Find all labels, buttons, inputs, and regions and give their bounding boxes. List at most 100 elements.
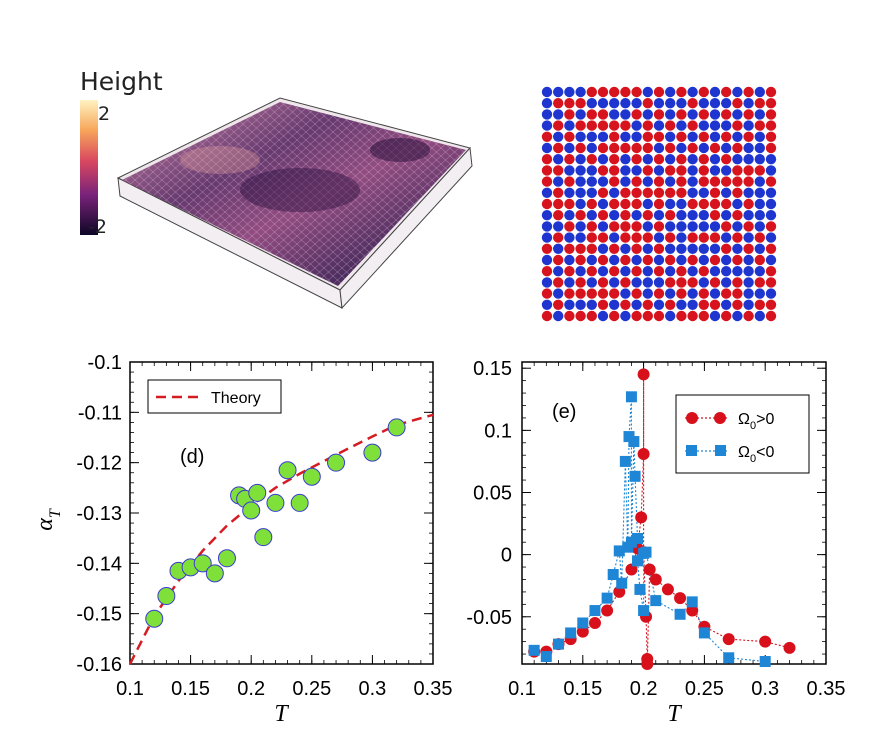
data-point (266, 493, 285, 512)
chart-d-theory-curve (128, 413, 434, 665)
lattice-site (642, 266, 653, 277)
lattice-site (575, 288, 586, 299)
lattice-site (721, 310, 732, 322)
x-tick-label: 0.35 (414, 678, 453, 700)
lattice-site (653, 299, 665, 310)
series-negative-point (629, 470, 641, 482)
chart-d-x-axis-title: T (274, 701, 289, 727)
lattice-site (721, 131, 732, 142)
lattice-site (620, 142, 631, 154)
lattice-site (687, 176, 698, 187)
lattice-site (754, 109, 765, 120)
lattice-site (687, 277, 698, 288)
lattice-site (597, 131, 609, 142)
lattice-site (609, 299, 620, 310)
lattice-site (642, 176, 653, 187)
lattice-site (597, 176, 609, 187)
lattice-site (665, 288, 676, 299)
y-tick-label: 0.05 (473, 482, 512, 504)
lattice-site (765, 176, 777, 187)
lattice-site (609, 232, 620, 243)
lattice-site (609, 131, 620, 142)
lattice-site (765, 198, 777, 210)
lattice-site (609, 176, 620, 187)
chart-d-y-axis-title: αT (32, 508, 64, 531)
series-positive-point (601, 604, 614, 617)
y-tick-label: 0.15 (473, 358, 512, 380)
lattice-site (642, 299, 653, 310)
lattice-site (575, 299, 586, 310)
data-point (145, 609, 164, 628)
lattice-site (743, 86, 754, 98)
chart-e-legend-pos-marker (686, 412, 698, 424)
lattice-site (609, 187, 620, 198)
lattice-site (586, 254, 597, 266)
lattice-site (709, 266, 721, 277)
lattice-site (586, 310, 597, 322)
lattice-site (665, 221, 676, 232)
lattice-site (620, 86, 631, 98)
lattice-site (765, 120, 777, 131)
series-negative-point (577, 617, 589, 629)
chart-e-legend-pos-subscript: 0 (750, 420, 756, 432)
series-negative-point (628, 436, 640, 448)
series-negative-point (632, 555, 644, 567)
lattice-site (676, 86, 687, 98)
lattice-site (575, 142, 586, 154)
lattice-site (743, 142, 754, 154)
series-negative-point (634, 583, 646, 595)
lattice-site (609, 142, 620, 154)
lattice-site (564, 232, 575, 243)
lattice-site (676, 221, 687, 232)
lattice-site (553, 232, 564, 243)
lattice-site (698, 310, 709, 322)
lattice-site (698, 86, 709, 98)
lattice-site (631, 120, 642, 131)
lattice-site (653, 232, 665, 243)
lattice-site (553, 165, 564, 176)
lattice-site (732, 266, 743, 277)
lattice-site (553, 266, 564, 277)
lattice-site (541, 165, 553, 176)
series-negative-point (674, 608, 686, 620)
lattice-site (631, 142, 642, 154)
lattice-site (754, 243, 765, 254)
lattice-site (743, 165, 754, 176)
lattice-site (553, 299, 564, 310)
lattice-site (620, 187, 631, 198)
chart-d-legend-theory-label: Theory (211, 390, 261, 407)
lattice-site (709, 210, 721, 221)
lattice-site (765, 109, 777, 120)
lattice-site (541, 198, 553, 210)
lattice-site (564, 120, 575, 131)
chart-e-legend-neg-marker (686, 445, 697, 456)
lattice-site (732, 277, 743, 288)
chart-d-legend: Theory (147, 379, 282, 414)
lattice-site (553, 120, 564, 131)
x-tick-label: 0.1 (116, 678, 144, 700)
series-positive-point (625, 563, 638, 576)
lattice-site (709, 198, 721, 210)
series-negative-point (638, 605, 650, 617)
lattice-site (687, 109, 698, 120)
lattice-site (609, 254, 620, 266)
lattice-site (553, 310, 564, 322)
lattice-site (620, 288, 631, 299)
series-negative-point (759, 656, 771, 668)
lattice-site (642, 142, 653, 154)
series-negative-point (632, 532, 644, 544)
series-negative-point (613, 545, 625, 557)
series-negative-point (607, 569, 619, 581)
lattice-site (687, 243, 698, 254)
lattice-site (631, 299, 642, 310)
lattice-site (732, 120, 743, 131)
lattice-site (754, 98, 765, 109)
membrane-surface (116, 97, 473, 310)
lattice-site (597, 154, 609, 165)
lattice-site (541, 187, 553, 198)
lattice-site (609, 310, 620, 322)
x-tick-label: 0.15 (171, 678, 210, 700)
lattice-site (642, 232, 653, 243)
lattice-site (665, 254, 676, 266)
chart-e-legend-pos-label: Ω0>0 (738, 411, 774, 432)
